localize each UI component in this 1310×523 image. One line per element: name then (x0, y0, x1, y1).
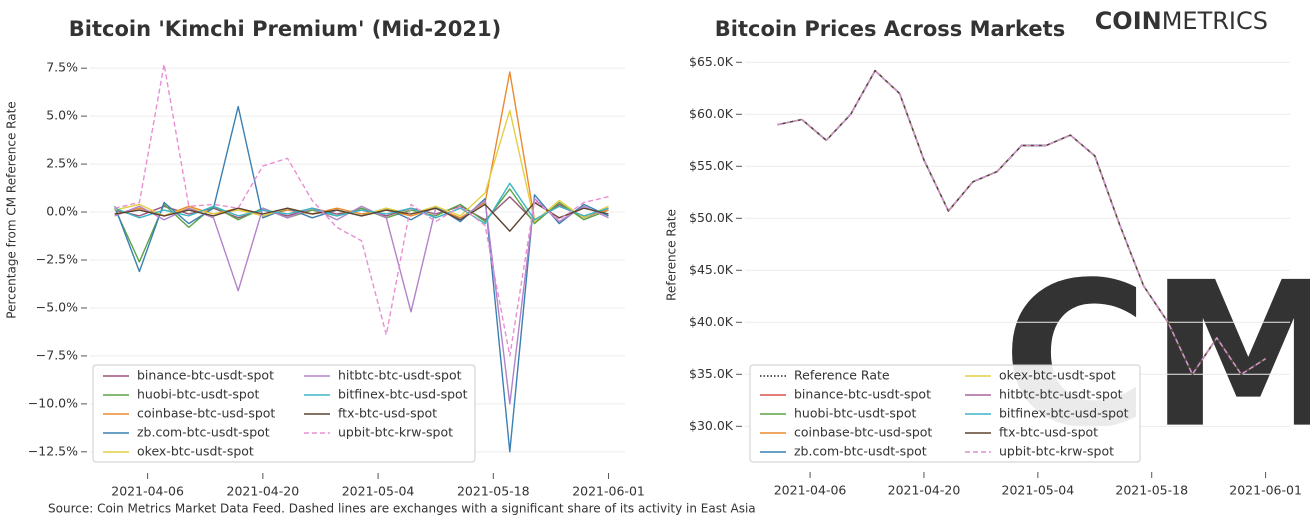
series-line (114, 63, 609, 357)
y-tick-label: −12.5% (28, 443, 78, 458)
y-tick-label: 5.0% (46, 108, 78, 123)
legend-label: zb.com-btc-usdt-spot (137, 425, 270, 440)
x-tick-label: 2021-04-20 (888, 483, 961, 498)
y-tick-label: −2.5% (36, 252, 78, 267)
legend-label: coinbase-btc-usd-spot (137, 406, 275, 421)
x-tick-label: 2021-05-04 (342, 484, 415, 499)
legend-label: hitbtc-btc-usdt-spot (999, 387, 1123, 402)
y-tick-label: 2.5% (46, 156, 78, 171)
legend-label: bitfinex-btc-usd-spot (999, 406, 1129, 421)
x-tick-label: 2021-04-06 (774, 483, 847, 498)
legend-label: upbit-btc-krw-spot (338, 425, 453, 440)
x-tick-label: 2021-06-01 (1229, 483, 1302, 498)
legend-label: huobi-btc-usdt-spot (137, 387, 260, 402)
legend-label: binance-btc-usdt-spot (137, 368, 274, 383)
legend-label: coinbase-btc-usd-spot (794, 425, 932, 440)
logo-bold: COIN (1095, 7, 1162, 35)
y-tick-label: 0.0% (46, 204, 78, 219)
x-tick-label: 2021-04-06 (111, 484, 184, 499)
legend-label: bitfinex-btc-usd-spot (338, 387, 468, 402)
y-tick-label: $45.0K (689, 262, 734, 277)
legend-box (749, 364, 1141, 463)
legend-label: hitbtc-btc-usdt-spot (338, 368, 462, 383)
y-tick-label: $60.0K (689, 106, 734, 121)
legend: Reference Rate binance-btc-usdt-spot huobi… (749, 364, 1141, 463)
source-note: Source: Coin Metrics Market Data Feed. D… (48, 502, 756, 516)
y-tick-label: −10.0% (28, 395, 78, 410)
y-tick-label: $40.0K (689, 314, 734, 329)
series-line (114, 201, 609, 232)
y-axis-label: Reference Rate (665, 209, 679, 301)
x-tick-label: 2021-05-18 (1115, 483, 1188, 498)
chart-title: Bitcoin Prices Across Markets (715, 17, 1065, 41)
x-tick-label: 2021-05-18 (457, 484, 530, 499)
legend-label: zb.com-btc-usdt-spot (794, 444, 927, 459)
legend-box (92, 364, 476, 463)
y-tick-label: $30.0K (689, 418, 734, 433)
logo-light: METRICS (1162, 7, 1268, 35)
y-tick-label: 7.5% (46, 60, 78, 75)
y-tick-label: $50.0K (689, 210, 734, 225)
legend-label: Reference Rate (794, 368, 890, 383)
logo: COINMETRICS (1095, 7, 1268, 35)
x-tick-label: 2021-06-01 (572, 484, 645, 499)
y-tick-label: −7.5% (36, 347, 78, 362)
legend-label: ftx-btc-usd-spot (999, 425, 1098, 440)
y-tick-label: $65.0K (689, 54, 734, 69)
legend-label: huobi-btc-usdt-spot (794, 406, 917, 421)
legend-label: ftx-btc-usd-spot (338, 406, 437, 421)
series-line (777, 69, 1266, 375)
y-tick-label: −5.0% (36, 299, 78, 314)
legend-label: okex-btc-usdt-spot (137, 444, 254, 459)
legend-label: okex-btc-usdt-spot (999, 368, 1116, 383)
x-tick-label: 2021-05-04 (1002, 483, 1075, 498)
x-tick-label: 2021-04-20 (227, 484, 300, 499)
legend-label: upbit-btc-krw-spot (999, 444, 1114, 459)
y-axis-label: Percentage from CM Reference Rate (5, 101, 19, 318)
chart-title: Bitcoin 'Kimchi Premium' (Mid-2021) (69, 17, 501, 41)
legend: binance-btc-usdt-spot huobi-btc-usdt-spot… (92, 364, 476, 463)
legend-label: binance-btc-usdt-spot (794, 387, 931, 402)
y-tick-label: $55.0K (689, 158, 734, 173)
y-tick-label: $35.0K (689, 366, 734, 381)
series-line (114, 71, 609, 221)
